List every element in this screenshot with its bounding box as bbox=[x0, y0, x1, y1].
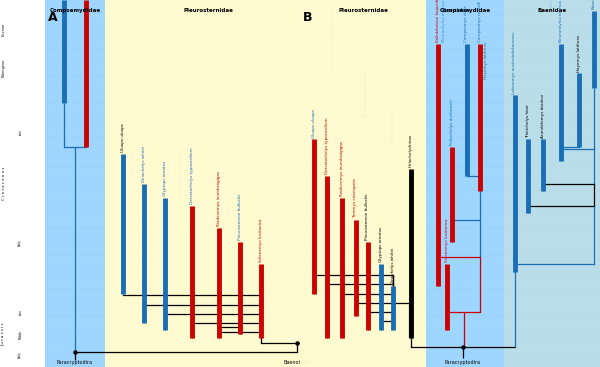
Text: Kallokibotion bajazidi: Kallokibotion bajazidi bbox=[436, 0, 440, 42]
Text: Eocene: Eocene bbox=[2, 23, 5, 36]
Text: Trinitchelys hiati: Trinitchelys hiati bbox=[391, 112, 395, 145]
Text: Dinochelys whitei: Dinochelys whitei bbox=[391, 248, 395, 284]
Bar bbox=[300, 0, 426, 367]
Text: Baenidae: Baenidae bbox=[442, 8, 470, 13]
Text: Arundelemys dardeni: Arundelemys dardeni bbox=[541, 93, 545, 138]
Text: Riodevemys inumbragigas: Riodevemys inumbragigas bbox=[340, 141, 344, 196]
Text: Early: Early bbox=[18, 239, 22, 246]
Text: Neurankylus eximus: Neurankylus eximus bbox=[559, 0, 563, 42]
Text: Compsemys russelli: Compsemys russelli bbox=[478, 1, 482, 42]
Text: Toremys cassiopeia: Toremys cassiopeia bbox=[353, 179, 358, 218]
Text: Hayemys latifrons: Hayemys latifrons bbox=[577, 34, 581, 72]
Point bbox=[70, 349, 80, 355]
Text: Late: Late bbox=[18, 309, 22, 315]
Text: A: A bbox=[47, 11, 57, 24]
Text: Baenodda: Baenodda bbox=[592, 0, 596, 9]
Text: Pleurostemon bullockii: Pleurostemon bullockii bbox=[365, 194, 370, 240]
Point bbox=[292, 340, 302, 346]
Text: Dorsatochelys typocardium: Dorsatochelys typocardium bbox=[325, 118, 329, 174]
Text: Compsemydidae: Compsemydidae bbox=[49, 8, 101, 13]
Text: Neurankylus eximus: Neurankylus eximus bbox=[442, 0, 446, 42]
Text: Dorsetochelys typocardium: Dorsetochelys typocardium bbox=[190, 147, 194, 204]
Text: C r e t a c e o u s: C r e t a c e o u s bbox=[2, 167, 5, 200]
Bar bbox=[105, 0, 312, 367]
Text: Compsemydidae: Compsemydidae bbox=[439, 8, 491, 13]
Text: Selenemys lusitanica: Selenemys lusitanica bbox=[259, 219, 263, 262]
Bar bbox=[45, 0, 105, 367]
Text: Hayemys latifrons: Hayemys latifrons bbox=[484, 42, 488, 79]
Text: Dinochelys whitei: Dinochelys whitei bbox=[142, 146, 146, 182]
Text: Paracryptodira: Paracryptodira bbox=[57, 360, 93, 365]
Text: Trinitchelys hiati: Trinitchelys hiati bbox=[526, 104, 530, 138]
Text: Lakotemys australodakotensis: Lakotemys australodakotensis bbox=[512, 31, 517, 94]
Text: Peltochelys duchasteli: Peltochelys duchasteli bbox=[449, 99, 454, 145]
Text: Late: Late bbox=[18, 129, 22, 135]
Text: Pleurosternidae: Pleurosternidae bbox=[184, 8, 234, 13]
Text: Arundelemys dardeni: Arundelemys dardeni bbox=[364, 71, 368, 116]
Text: Early: Early bbox=[18, 352, 22, 358]
Text: Helochelydrinae: Helochelydrinae bbox=[409, 134, 413, 167]
Text: Middle: Middle bbox=[18, 330, 22, 338]
Text: Selenemys lusitanica: Selenemys lusitanica bbox=[445, 219, 449, 262]
Text: Pleurosternidae: Pleurosternidae bbox=[338, 8, 388, 13]
Text: Glyptops ornatus: Glyptops ornatus bbox=[379, 227, 383, 262]
Text: Baenodda: Baenodda bbox=[550, 0, 554, 9]
Text: Lakotemys australodakotensis: Lakotemys australodakotensis bbox=[331, 9, 335, 72]
Text: Paracryptodira: Paracryptodira bbox=[445, 360, 481, 365]
Point bbox=[458, 344, 467, 350]
Text: Uluops uluops: Uluops uluops bbox=[311, 109, 316, 138]
Text: B: B bbox=[303, 11, 313, 24]
Text: Riodevemys inumbragigas: Riodevemys inumbragigas bbox=[217, 171, 221, 226]
Text: J u r a s s i c: J u r a s s i c bbox=[2, 322, 5, 346]
Text: Baenoidea: Baenoidea bbox=[284, 360, 310, 365]
Text: Paleogene: Paleogene bbox=[2, 59, 5, 77]
Text: Glyptops ornatus: Glyptops ornatus bbox=[163, 161, 167, 196]
Bar bbox=[504, 0, 600, 367]
Bar bbox=[426, 0, 504, 367]
Text: Uluops uluops: Uluops uluops bbox=[121, 123, 125, 152]
Text: Baenidae: Baenidae bbox=[538, 8, 566, 13]
Text: Compsemys victa: Compsemys victa bbox=[464, 6, 469, 42]
Text: Pleurostemon bullockii: Pleurostemon bullockii bbox=[238, 194, 242, 240]
